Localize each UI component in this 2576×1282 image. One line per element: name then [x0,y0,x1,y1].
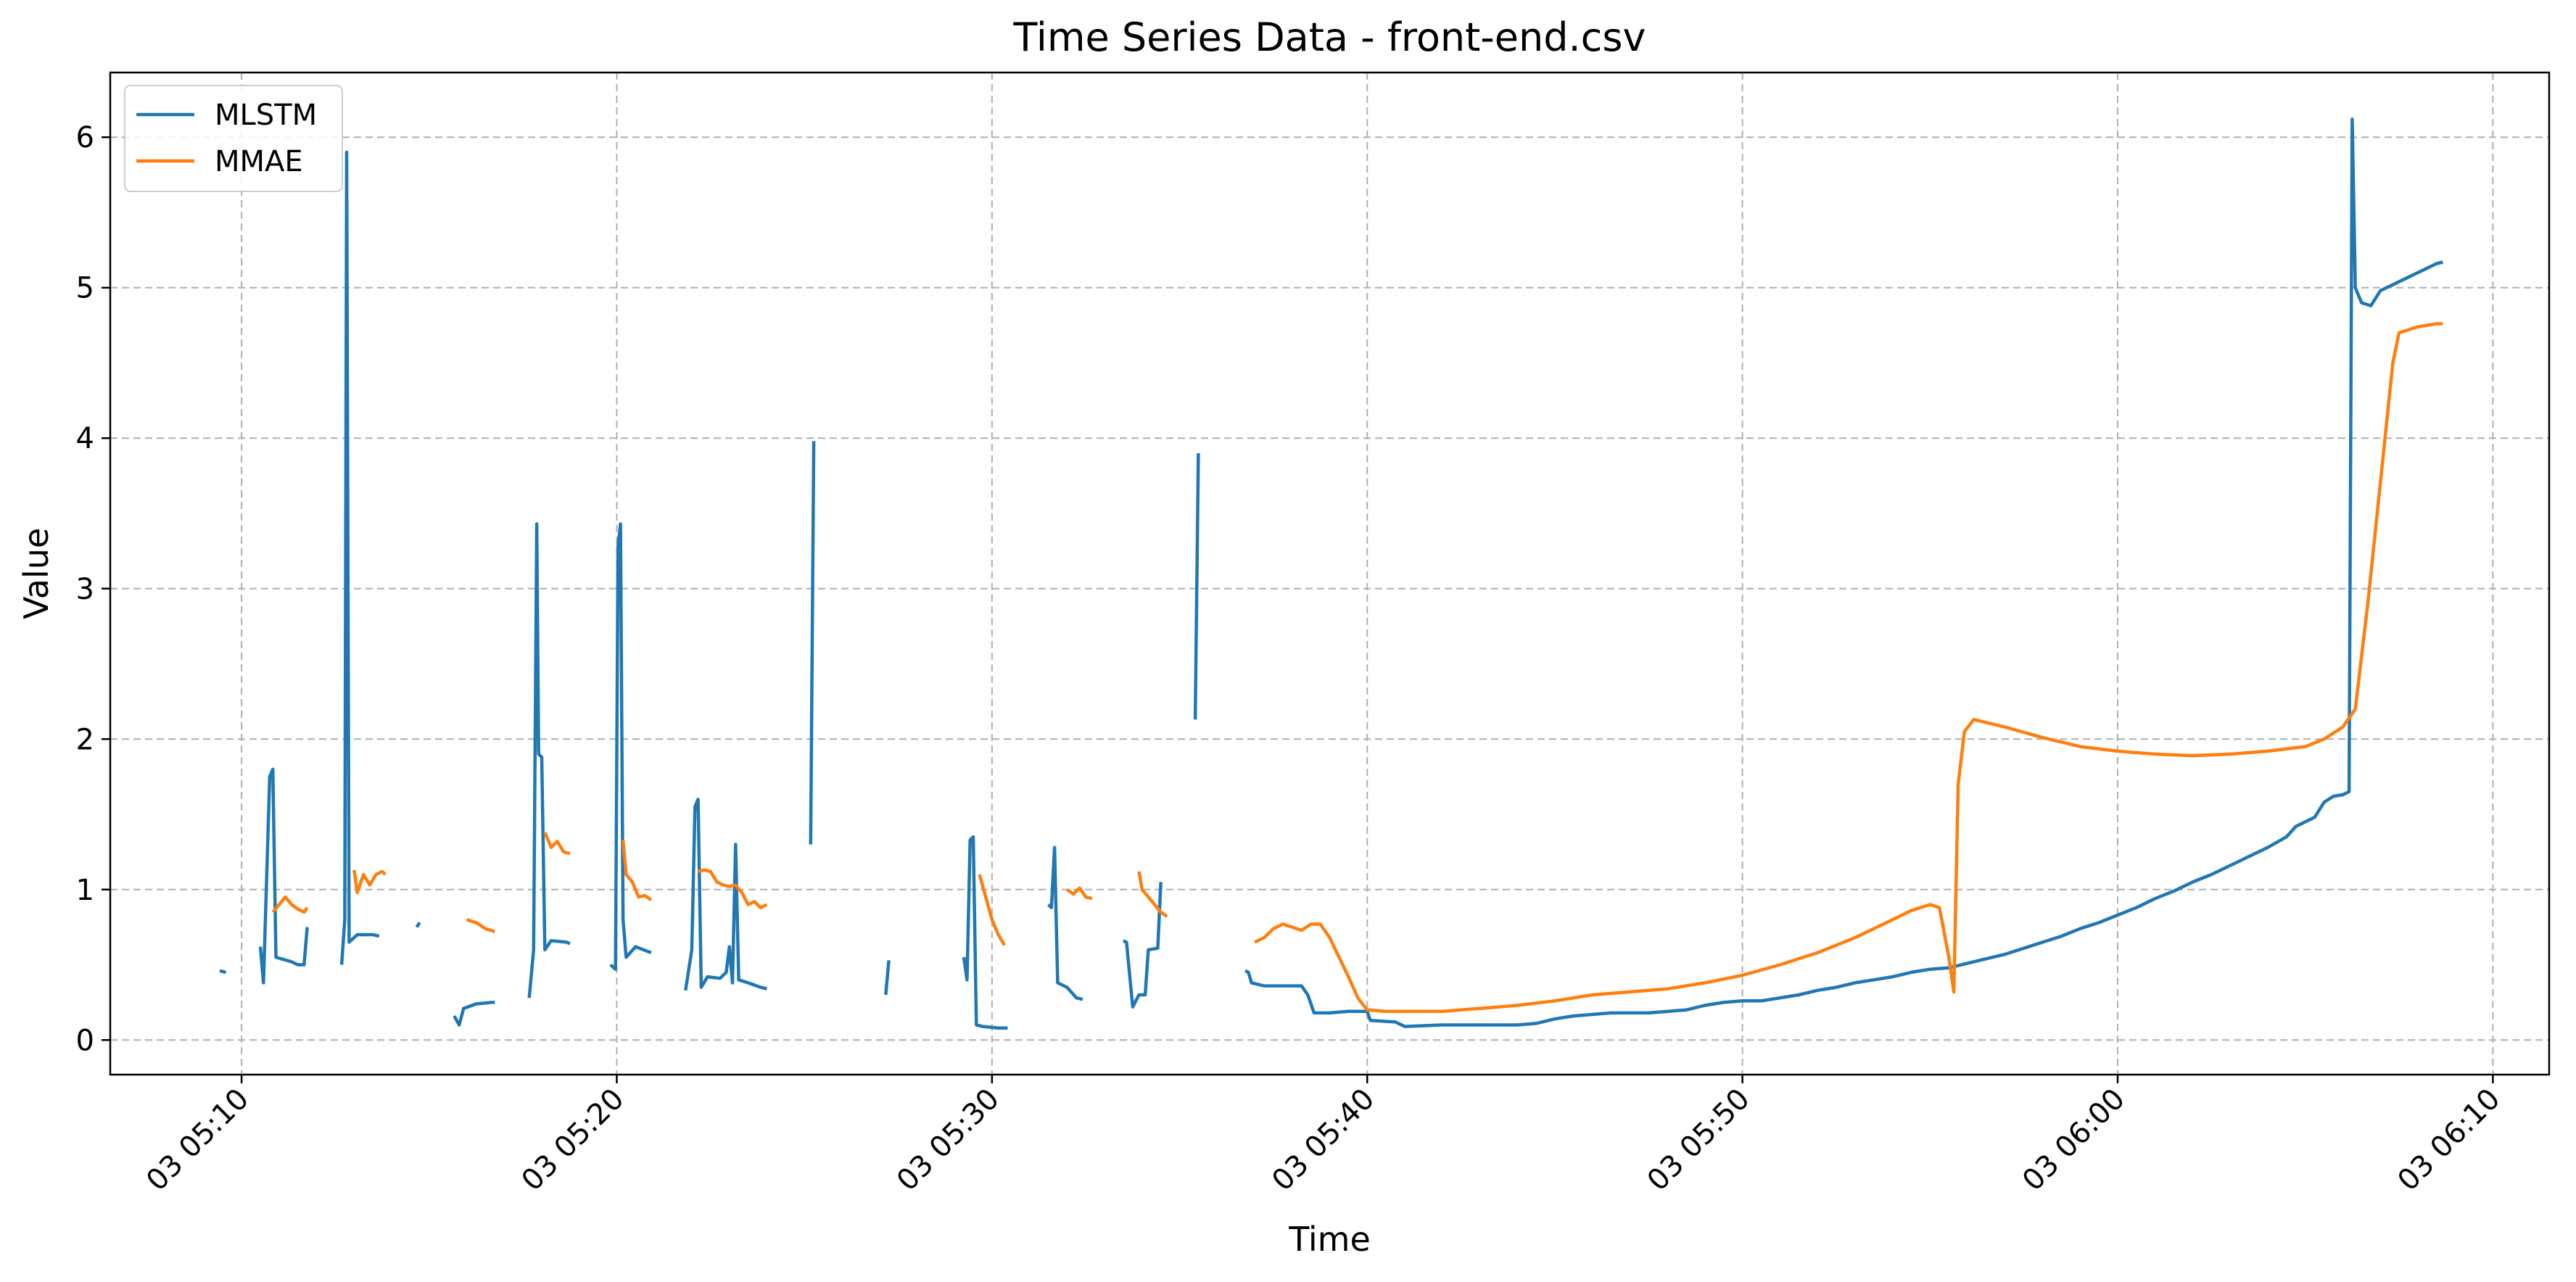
series-line-segment [415,922,421,928]
series-line-segment [219,969,227,975]
series-line-segment [1137,871,1168,918]
y-tick-label: 0 [76,1024,94,1057]
series-line-segment [527,522,571,998]
series-line-segment [684,798,767,991]
chart-title: Time Series Data - front-end.csv [1013,15,1646,60]
y-tick-label: 2 [76,723,94,756]
plot-frame [109,71,2551,1076]
y-tick-label: 1 [76,874,94,907]
series-line-segment [1046,845,1083,1001]
series-line-segment [809,441,816,845]
x-axis-label: Time [1288,1220,1371,1259]
y-tick-label: 4 [76,422,94,455]
series-line-segment [1065,886,1093,901]
series-line-segment [271,895,309,914]
series-line-segment [1254,322,2443,1014]
series-line-segment [1244,117,2443,1028]
series-line-segment [352,869,387,895]
series-line-segment [543,832,571,856]
y-axis-label: Value [17,528,56,619]
legend-box [124,85,343,192]
legend: MLSTM MMAE [124,85,343,192]
series-line-segment [698,868,768,909]
series-line-segment [621,840,653,902]
series-line-segment [962,835,1008,1030]
series-line-segment [258,767,309,985]
series-layer [219,117,2443,1030]
series-line-segment [453,1001,495,1027]
series-line-segment [339,150,380,965]
series-line-segment [1193,452,1200,720]
series-line-segment [884,960,891,996]
series-line-segment [466,918,495,934]
grid-layer [110,73,2549,1075]
legend-label: MMAE [215,145,303,178]
series-mmae [271,322,2443,1014]
series-line-segment [1122,882,1163,1009]
legend-label: MLSTM [215,99,317,132]
series-mlstm [219,117,2443,1030]
y-tick-label: 3 [76,573,94,606]
series-line-segment [609,522,652,971]
series-line-segment [978,874,1007,946]
y-tick-label: 5 [76,272,94,305]
y-tick-label: 6 [76,121,94,154]
